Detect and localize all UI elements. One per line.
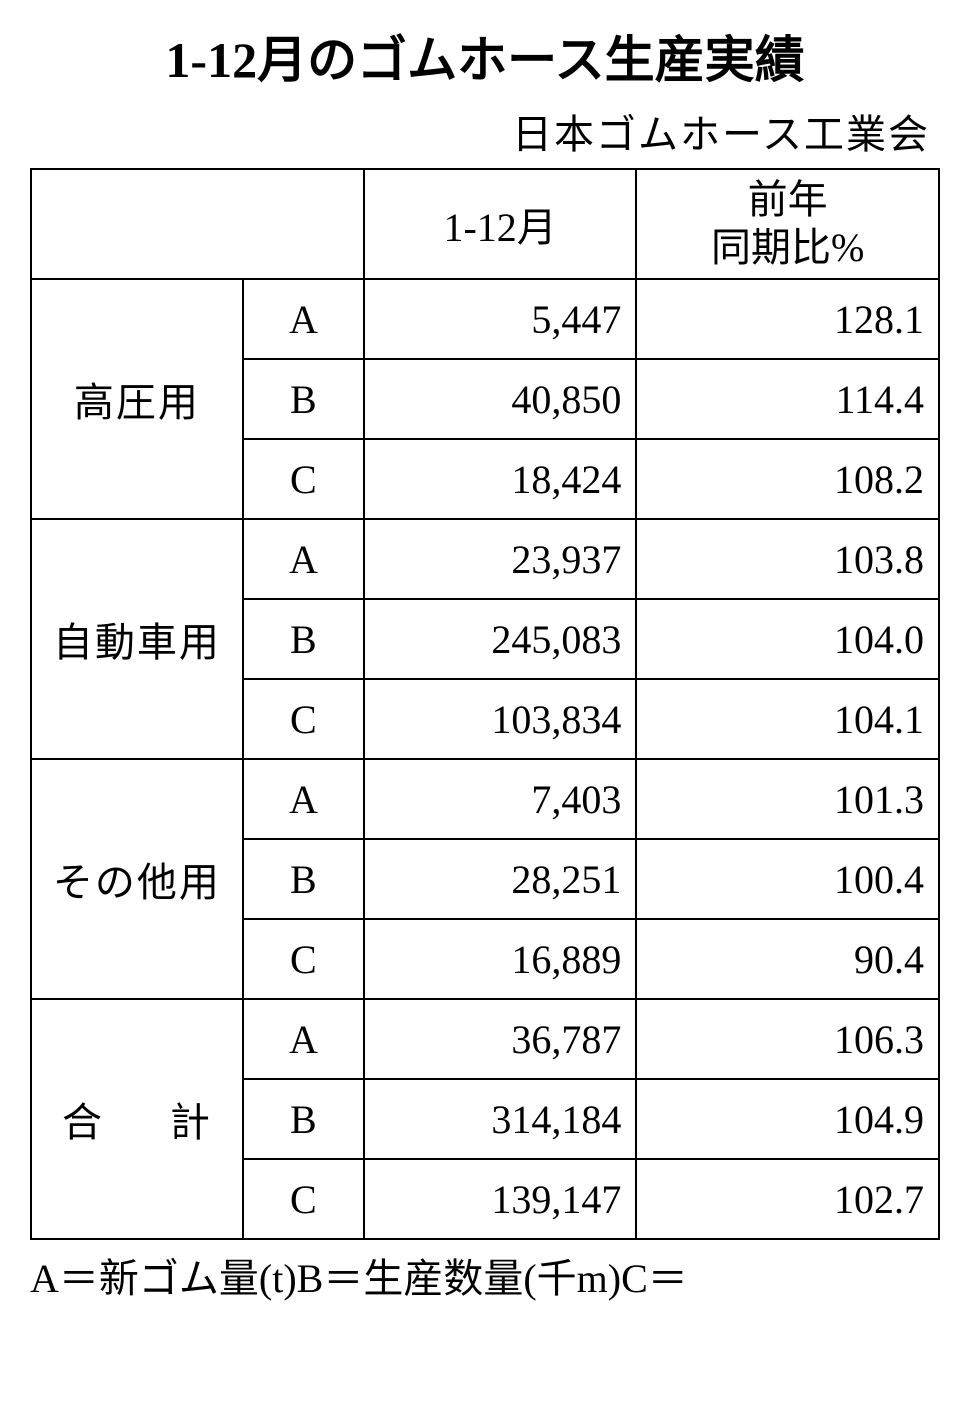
percent-cell: 104.0 [636, 599, 939, 679]
value-cell: 7,403 [364, 759, 636, 839]
header-yoy-line2: 同期比% [711, 225, 864, 270]
production-table: 1-12月 前年 同期比% 高圧用A5,447128.1B40,850114.4… [30, 168, 940, 1240]
report-page: 1-12月のゴムホース生産実績 日本ゴムホース工業会 1-12月 前年 同期比%… [0, 0, 970, 1304]
value-cell: 245,083 [364, 599, 636, 679]
subcategory-cell: A [243, 759, 364, 839]
table-row: その他用A7,403101.3 [31, 759, 939, 839]
percent-cell: 106.3 [636, 999, 939, 1079]
percent-cell: 104.9 [636, 1079, 939, 1159]
header-period: 1-12月 [364, 169, 636, 279]
subcategory-cell: C [243, 1159, 364, 1239]
value-cell: 28,251 [364, 839, 636, 919]
percent-cell: 128.1 [636, 279, 939, 359]
percent-cell: 90.4 [636, 919, 939, 999]
percent-cell: 100.4 [636, 839, 939, 919]
value-cell: 5,447 [364, 279, 636, 359]
table-row: 合 計A36,787106.3 [31, 999, 939, 1079]
percent-cell: 114.4 [636, 359, 939, 439]
subcategory-cell: B [243, 1079, 364, 1159]
header-yoy: 前年 同期比% [636, 169, 939, 279]
table-row: 自動車用A23,937103.8 [31, 519, 939, 599]
footnote: A＝新ゴム量(t)B＝生産数量(千m)C＝ [30, 1246, 940, 1304]
table-header-row: 1-12月 前年 同期比% [31, 169, 939, 279]
category-cell: 高圧用 [31, 279, 243, 519]
category-cell: 自動車用 [31, 519, 243, 759]
page-title: 1-12月のゴムホース生産実績 [30, 20, 940, 92]
percent-cell: 104.1 [636, 679, 939, 759]
page-subtitle: 日本ゴムホース工業会 [30, 102, 930, 160]
subcategory-cell: C [243, 679, 364, 759]
percent-cell: 101.3 [636, 759, 939, 839]
value-cell: 103,834 [364, 679, 636, 759]
value-cell: 139,147 [364, 1159, 636, 1239]
percent-cell: 108.2 [636, 439, 939, 519]
value-cell: 40,850 [364, 359, 636, 439]
header-yoy-line1: 前年 [748, 177, 828, 222]
subcategory-cell: C [243, 439, 364, 519]
subcategory-cell: A [243, 279, 364, 359]
value-cell: 18,424 [364, 439, 636, 519]
subcategory-cell: B [243, 359, 364, 439]
value-cell: 314,184 [364, 1079, 636, 1159]
value-cell: 23,937 [364, 519, 636, 599]
category-cell: 合 計 [31, 999, 243, 1239]
subcategory-cell: A [243, 519, 364, 599]
category-cell: その他用 [31, 759, 243, 999]
subcategory-cell: B [243, 839, 364, 919]
subcategory-cell: B [243, 599, 364, 679]
header-blank [31, 169, 364, 279]
value-cell: 36,787 [364, 999, 636, 1079]
percent-cell: 103.8 [636, 519, 939, 599]
subcategory-cell: C [243, 919, 364, 999]
value-cell: 16,889 [364, 919, 636, 999]
subcategory-cell: A [243, 999, 364, 1079]
percent-cell: 102.7 [636, 1159, 939, 1239]
table-row: 高圧用A5,447128.1 [31, 279, 939, 359]
